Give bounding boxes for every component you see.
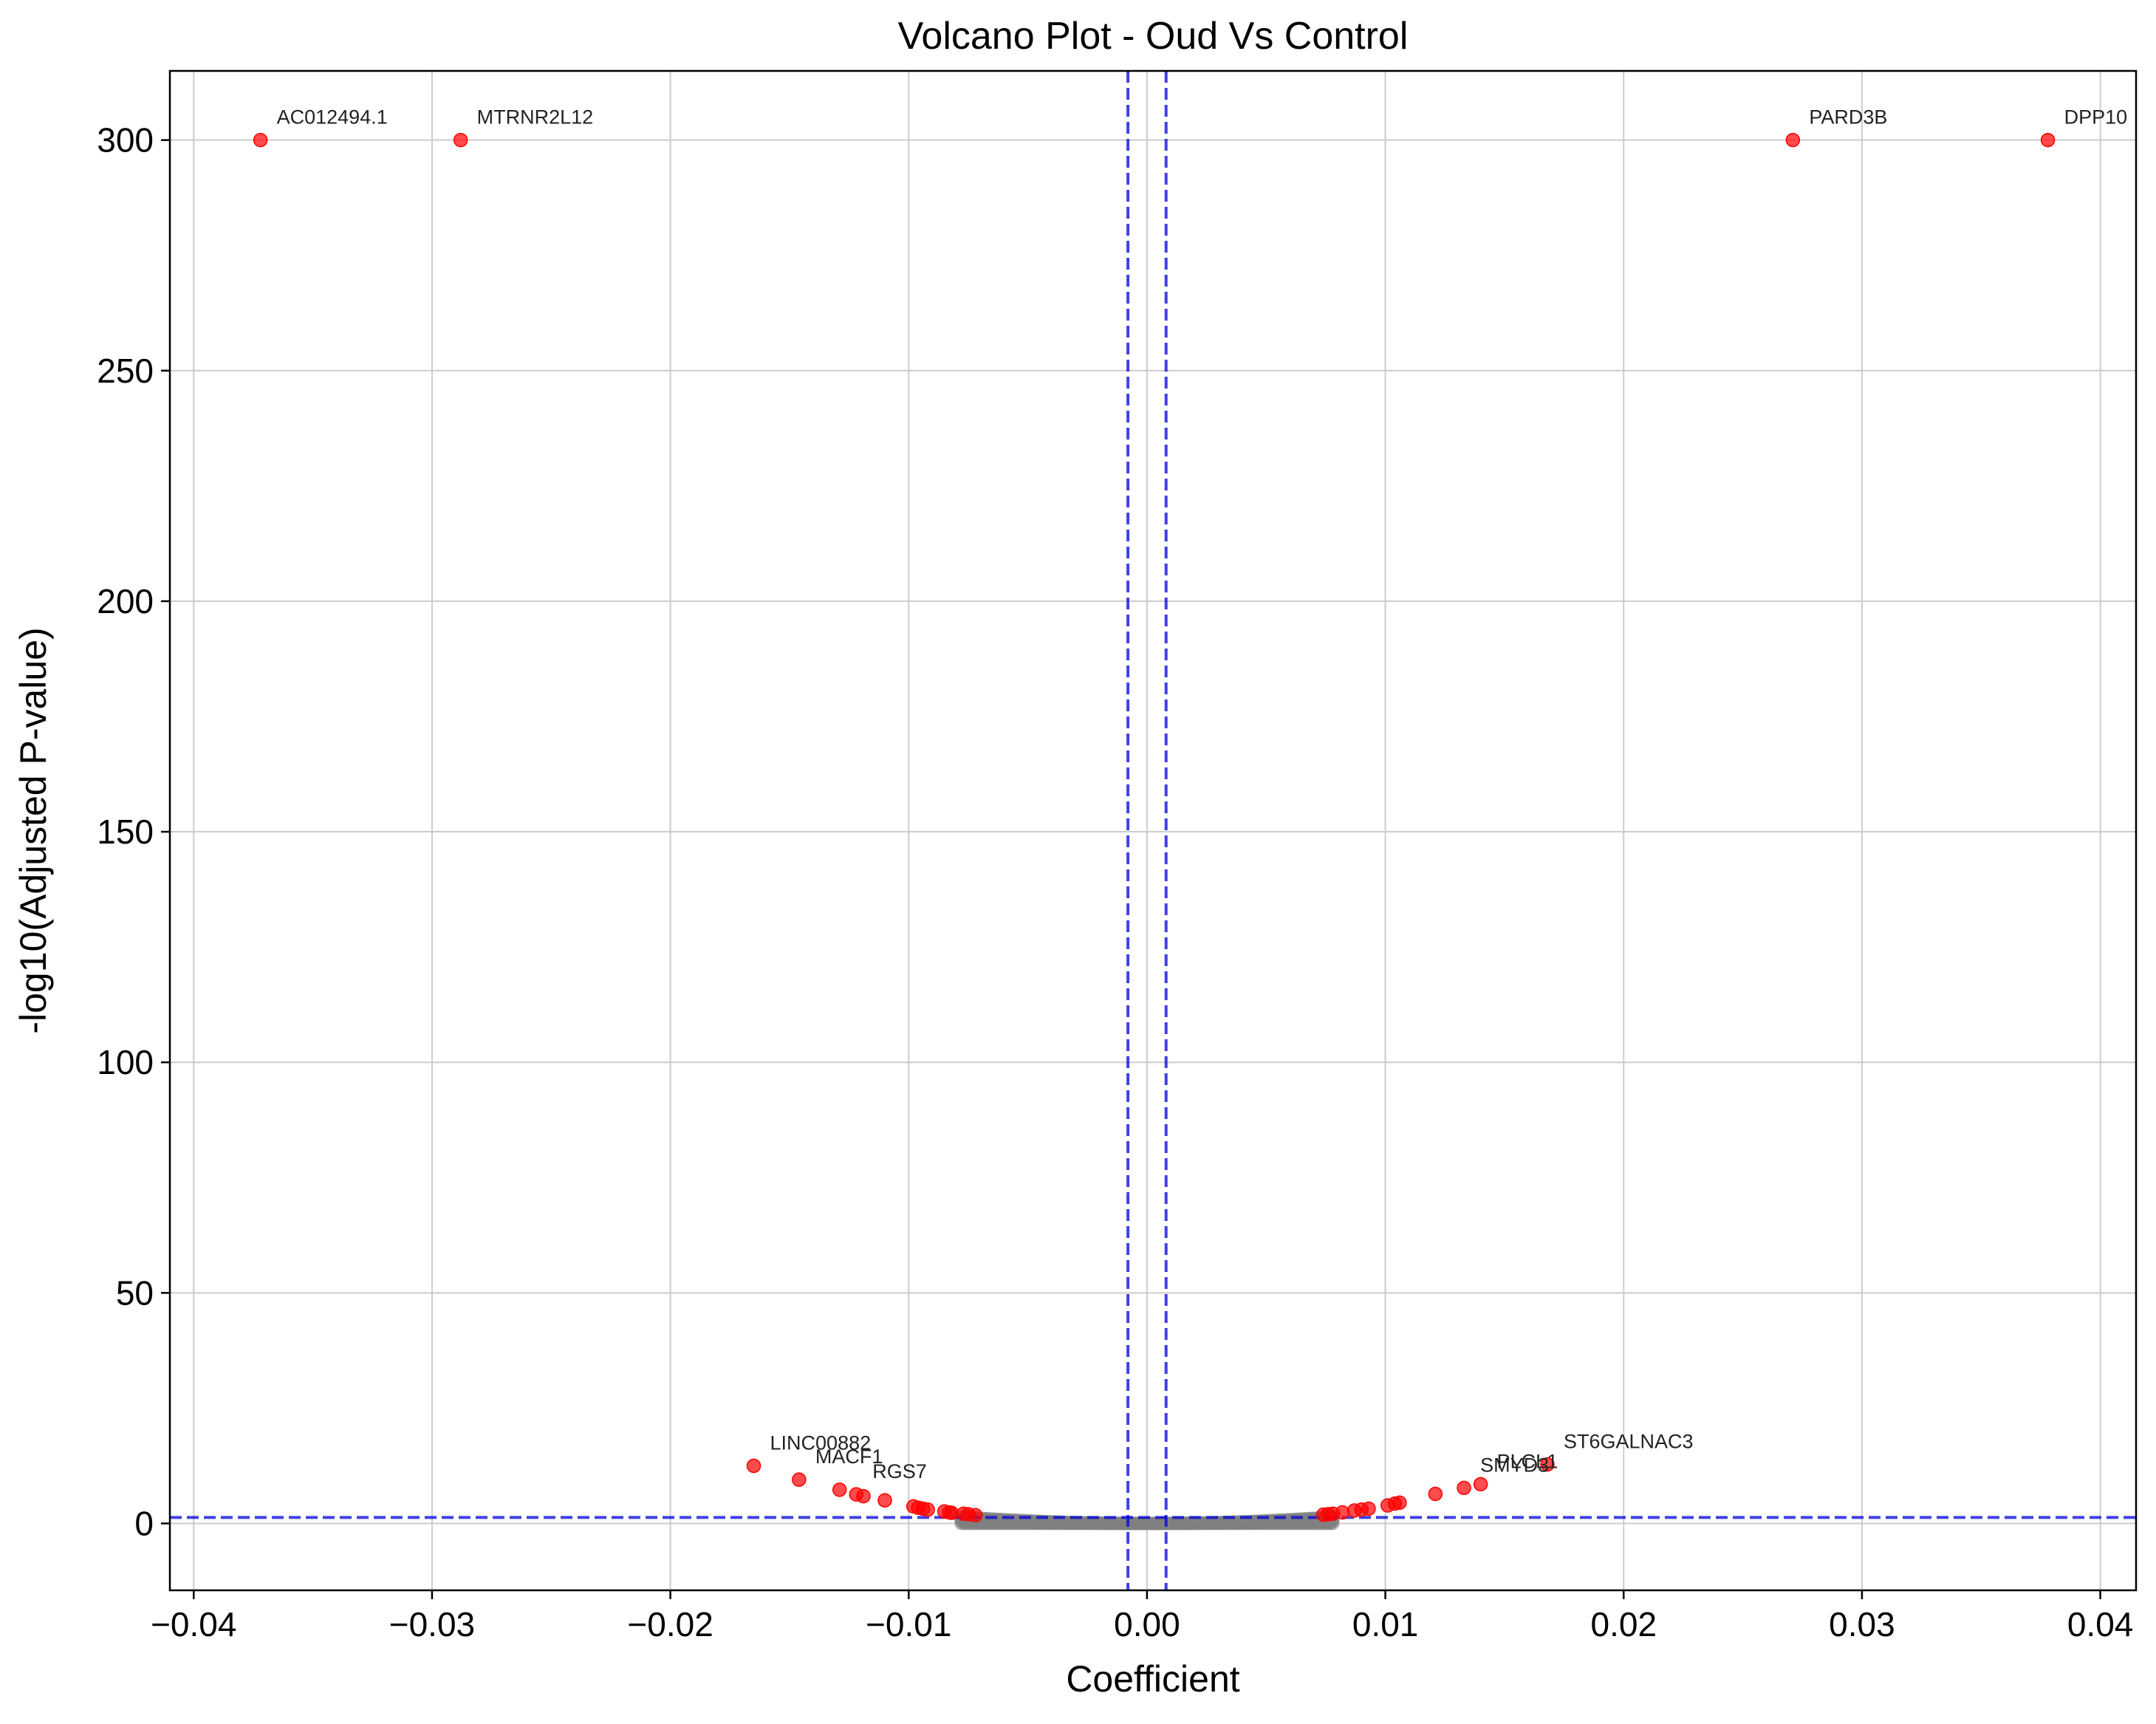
y-tick-label: 50 — [116, 1273, 154, 1312]
significant-point — [746, 1458, 762, 1474]
y-axis-ticks: 0 50 100 150 200 250 300 — [97, 121, 170, 1542]
chart-title: Volcano Plot - Oud Vs Control — [898, 15, 1409, 58]
x-tick-label: −0.02 — [627, 1605, 713, 1643]
x-axis-ticks: −0.04 −0.03 −0.02 −0.01 0.00 0.01 0.02 0.03 0.04 — [151, 1590, 2133, 1643]
significant-point — [832, 1482, 847, 1497]
x-tick-label: −0.01 — [866, 1605, 951, 1643]
significant-point — [968, 1508, 983, 1522]
x-tick-label: 0.00 — [1114, 1605, 1180, 1643]
x-tick-label: 0.02 — [1591, 1605, 1657, 1643]
significant-point — [1335, 1505, 1350, 1520]
y-axis-title: -log10(Adjusted P-value) — [13, 627, 54, 1033]
gene-annotations: AC012494.1 MTRNR2L12 PARD3B DPP10 LINC00882M… — [277, 106, 2128, 1483]
gene-label: DPP10 — [2064, 106, 2128, 129]
significant-points — [253, 132, 2056, 1522]
x-tick-label: 0.03 — [1829, 1605, 1895, 1643]
significant-point — [2040, 132, 2056, 148]
significant-point — [253, 132, 268, 148]
y-tick-label: 0 — [134, 1504, 154, 1542]
y-tick-label: 200 — [97, 582, 154, 620]
significant-point — [1540, 1457, 1555, 1472]
y-tick-label: 100 — [97, 1043, 154, 1081]
gene-label: RGS7 — [872, 1460, 927, 1482]
significant-point — [944, 1505, 959, 1520]
gene-label: ST6GALNAC3 — [1564, 1431, 1694, 1453]
significant-point — [920, 1502, 935, 1517]
y-tick-label: 300 — [97, 121, 154, 160]
x-axis-title: Coefficient — [1066, 1658, 1239, 1700]
grid-lines — [170, 71, 2136, 1590]
x-tick-label: 0.04 — [2067, 1605, 2134, 1643]
gene-label: SMYD3 — [1480, 1454, 1549, 1476]
x-tick-label: −0.04 — [151, 1605, 236, 1643]
significant-point — [1473, 1477, 1488, 1492]
significant-point — [1457, 1480, 1471, 1496]
significant-point — [1392, 1495, 1407, 1511]
gene-label: PARD3B — [1809, 106, 1887, 129]
gene-label: AC012494.1 — [277, 106, 388, 129]
y-tick-label: 250 — [97, 352, 154, 390]
significant-point — [1785, 132, 1801, 148]
significant-point — [792, 1472, 807, 1487]
gene-label: LINC00882 — [770, 1431, 872, 1454]
significant-point — [453, 132, 468, 148]
gene-label: PLCL1 — [1497, 1450, 1558, 1472]
y-tick-label: 150 — [97, 813, 154, 851]
threshold-lines — [170, 71, 2136, 1590]
significant-point — [877, 1493, 892, 1508]
gene-label: MACF1 — [815, 1446, 883, 1468]
gene-label: MTRNR2L12 — [477, 106, 594, 129]
x-tick-label: 0.01 — [1352, 1605, 1419, 1643]
plot-frame — [168, 69, 2138, 1592]
significant-point — [856, 1488, 871, 1504]
x-tick-label: −0.03 — [389, 1605, 475, 1643]
significant-point — [1361, 1501, 1376, 1516]
significant-point — [1428, 1486, 1443, 1502]
